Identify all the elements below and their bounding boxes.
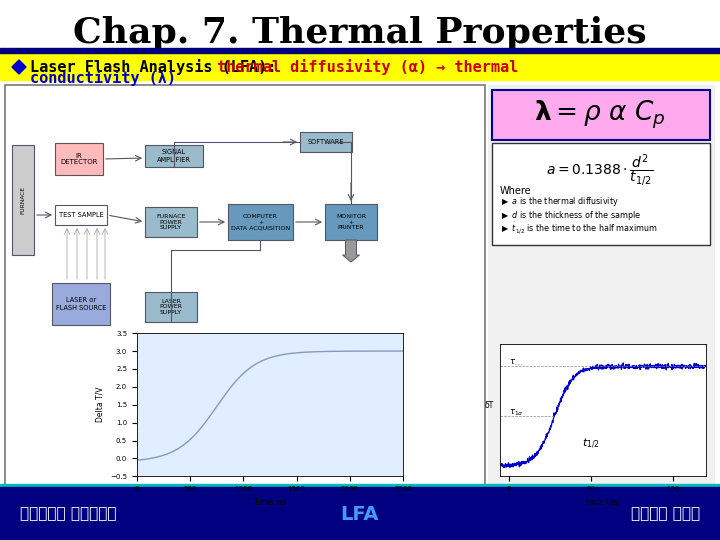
- Text: LASER or
FLASH SOURCE: LASER or FLASH SOURCE: [56, 298, 106, 310]
- Bar: [492, 90, 710, 140]
- Bar: [0, 484, 720, 487]
- Text: Laser Flash Analysis (LFA):: Laser Flash Analysis (LFA):: [30, 59, 276, 75]
- Polygon shape: [12, 60, 26, 74]
- Text: SOFTWARE: SOFTWARE: [307, 139, 344, 145]
- Bar: [55, 205, 107, 225]
- Text: FURNACE: FURNACE: [20, 186, 25, 214]
- Text: $\blacktriangleright$ $\dot{t}_{1/2}$ is the time to the half maximum: $\blacktriangleright$ $\dot{t}_{1/2}$ is…: [500, 220, 657, 236]
- Text: $\blacktriangleright$ $a$ is the thermal diffusivity: $\blacktriangleright$ $a$ is the thermal…: [500, 195, 618, 208]
- Bar: [52, 283, 110, 325]
- Y-axis label: δT: δT: [485, 401, 494, 410]
- Bar: [300, 132, 352, 152]
- Bar: [145, 145, 203, 167]
- Text: LFA: LFA: [341, 504, 379, 523]
- Bar: [145, 292, 197, 322]
- X-axis label: Time/ms: Time/ms: [253, 497, 287, 507]
- Bar: [55, 143, 103, 175]
- FancyArrow shape: [343, 240, 359, 262]
- Text: COMPUTER
+
DATA ACQUISITION: COMPUTER + DATA ACQUISITION: [231, 214, 290, 230]
- Text: SIGNAL
AMPLIFIER: SIGNAL AMPLIFIER: [157, 150, 191, 163]
- Bar: [228, 204, 293, 240]
- Bar: [145, 207, 197, 237]
- Bar: [0, 48, 720, 53]
- Bar: [488, 85, 715, 485]
- Bar: [5, 85, 485, 485]
- Text: conductivity (λ): conductivity (λ): [30, 70, 176, 86]
- Bar: [12, 145, 34, 255]
- Text: $\tau_{...}$: $\tau_{...}$: [508, 357, 523, 368]
- Text: TEST SAMPLE: TEST SAMPLE: [58, 212, 104, 218]
- Text: IR
DETECTOR: IR DETECTOR: [60, 152, 98, 165]
- Text: $\mathbf{\lambda}$$= \rho\ \alpha\ C_p$: $\mathbf{\lambda}$$= \rho\ \alpha\ C_p$: [534, 99, 666, 131]
- Bar: [0, 487, 720, 540]
- Text: Chap. 7. Thermal Properties: Chap. 7. Thermal Properties: [73, 16, 647, 50]
- Text: $t_{1/2}$: $t_{1/2}$: [582, 436, 600, 450]
- Text: $\tau_{1\sigma}$: $\tau_{1\sigma}$: [508, 408, 523, 418]
- Bar: [325, 204, 377, 240]
- Text: $a = 0.1388 \cdot \dfrac{d^2}{t_{1/2}}$: $a = 0.1388 \cdot \dfrac{d^2}{t_{1/2}}$: [546, 152, 654, 188]
- X-axis label: time (μs): time (μs): [585, 497, 621, 507]
- Text: Where: Where: [500, 186, 531, 196]
- Text: thermal diffusivity (α) → thermal: thermal diffusivity (α) → thermal: [208, 59, 518, 75]
- Text: MONITOR
+
PRINTER: MONITOR + PRINTER: [336, 214, 366, 230]
- Bar: [492, 143, 710, 245]
- Text: 게면공학 연구실: 게면공학 연구실: [631, 507, 700, 522]
- Y-axis label: Delta T/V: Delta T/V: [96, 387, 104, 422]
- Text: 부산대학교 재료공학부: 부산대학교 재료공학부: [20, 507, 117, 522]
- Text: $\blacktriangleright$ $d$ is the thickness of the sample: $\blacktriangleright$ $d$ is the thickne…: [500, 208, 641, 221]
- Text: LASER
POWER
SUPPLY: LASER POWER SUPPLY: [160, 299, 182, 315]
- Text: FURNACE
POWER
SUPPLY: FURNACE POWER SUPPLY: [156, 214, 186, 230]
- Bar: [0, 53, 720, 80]
